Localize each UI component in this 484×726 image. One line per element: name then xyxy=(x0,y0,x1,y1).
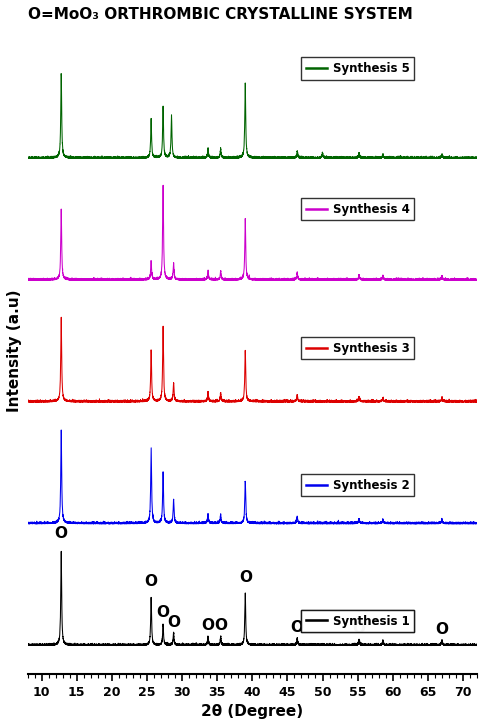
Text: O: O xyxy=(436,622,449,637)
Text: O: O xyxy=(291,620,304,635)
Text: O: O xyxy=(145,574,158,590)
Text: O: O xyxy=(352,621,365,636)
Text: O=MoO₃ ORTHROMBIC CRYSTALLINE SYSTEM: O=MoO₃ ORTHROMBIC CRYSTALLINE SYSTEM xyxy=(28,7,412,22)
Legend: Synthesis 1: Synthesis 1 xyxy=(301,610,414,632)
Text: O: O xyxy=(55,526,68,541)
Y-axis label: Intensity (a.u): Intensity (a.u) xyxy=(7,289,22,412)
Text: O: O xyxy=(214,619,227,633)
X-axis label: 2θ (Degree): 2θ (Degree) xyxy=(201,704,303,719)
Text: O: O xyxy=(156,605,169,620)
Text: O: O xyxy=(239,570,252,584)
Text: O: O xyxy=(201,619,214,633)
Text: O: O xyxy=(167,615,180,629)
